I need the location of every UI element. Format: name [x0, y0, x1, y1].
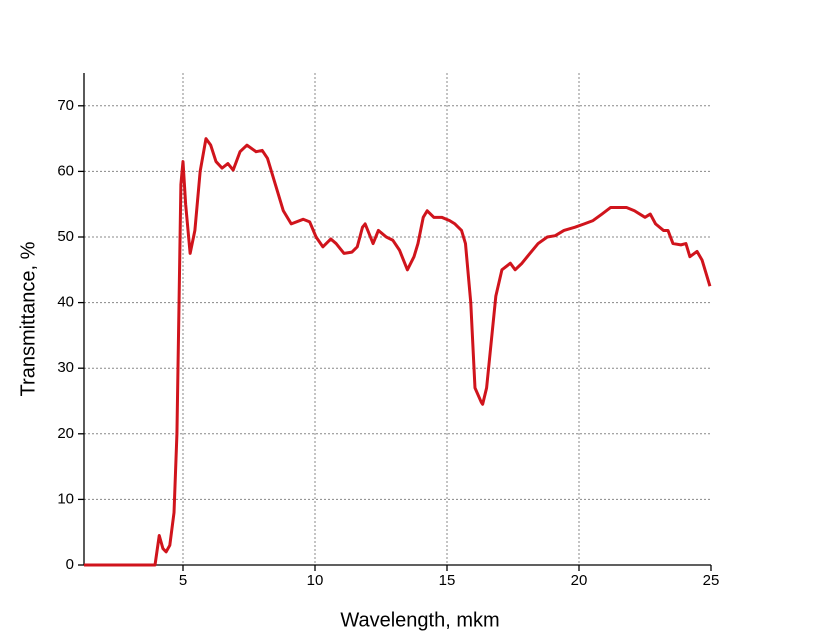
x-tick-label: 5	[179, 572, 187, 589]
x-tick-label: 20	[571, 572, 588, 589]
y-tick-label: 60	[57, 162, 74, 179]
y-tick-label: 10	[57, 490, 74, 507]
x-axis-title: Wavelength, mkm	[340, 609, 499, 631]
y-tick-label: 20	[57, 425, 74, 442]
y-tick-label: 70	[57, 97, 74, 114]
x-tick-label: 15	[439, 572, 456, 589]
x-tick-label: 10	[307, 572, 324, 589]
y-tick-label: 40	[57, 294, 74, 311]
y-tick-label: 50	[57, 228, 74, 245]
x-tick-label: 25	[703, 572, 720, 589]
data-line	[84, 137, 712, 567]
y-tick-label: 0	[66, 556, 74, 573]
y-axis-title: Transmittance, %	[17, 241, 39, 396]
y-tick-label: 30	[57, 359, 74, 376]
